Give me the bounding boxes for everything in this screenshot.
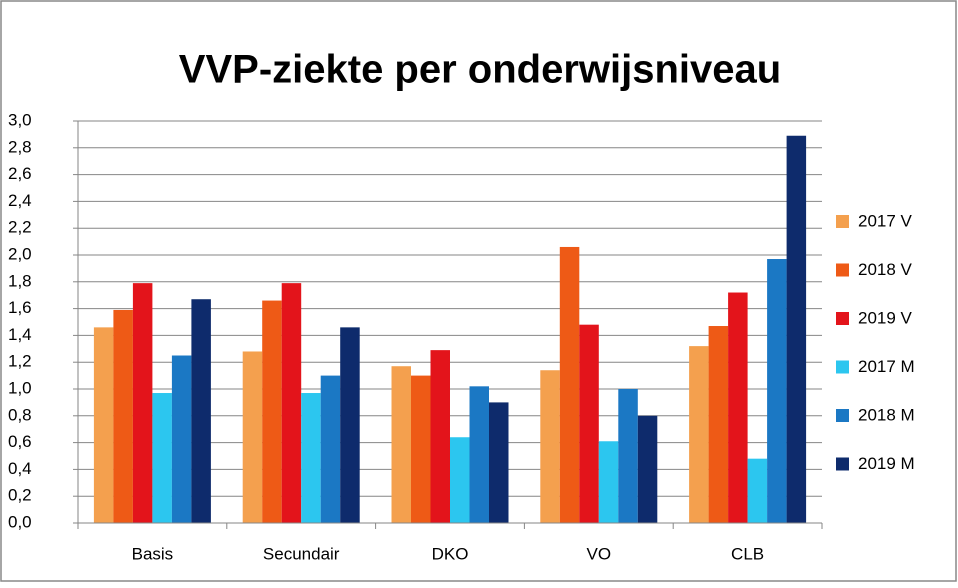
legend-label: 2017 M <box>858 357 915 376</box>
bar <box>391 366 411 523</box>
bar <box>171 355 192 523</box>
x-tick-label: Basis <box>132 544 174 563</box>
y-tick-label: 3,0 <box>8 110 32 129</box>
y-tick-label: 1,0 <box>8 378 32 397</box>
bar <box>489 402 509 523</box>
y-tick-label: 0,0 <box>8 512 32 531</box>
bar <box>767 259 787 523</box>
bar <box>618 389 638 523</box>
x-tick-label: DKO <box>432 544 469 563</box>
legend-swatch <box>836 263 849 277</box>
bar <box>786 135 807 524</box>
bar <box>340 327 360 523</box>
legend-label: 2018 V <box>858 260 913 279</box>
bar <box>411 375 431 523</box>
bar <box>540 370 560 523</box>
y-tick-label: 0,6 <box>8 432 32 451</box>
x-tick-label: VO <box>587 544 612 563</box>
legend-swatch <box>836 312 849 325</box>
bar <box>320 375 341 523</box>
bar <box>637 415 658 523</box>
legend-swatch <box>836 360 849 374</box>
y-tick-label: 2,2 <box>8 218 32 237</box>
bar <box>579 324 599 523</box>
bar <box>93 327 114 523</box>
bar <box>113 309 133 523</box>
bar <box>152 393 172 523</box>
bar <box>469 386 489 523</box>
bar <box>708 326 729 523</box>
y-tick-label: 1,4 <box>8 325 32 344</box>
bar <box>191 299 211 523</box>
y-tick-label: 1,8 <box>8 271 32 290</box>
y-tick-label: 0,8 <box>8 405 32 424</box>
y-tick-label: 0,2 <box>8 486 32 505</box>
legend-swatch <box>836 215 849 228</box>
bar <box>132 283 153 523</box>
bar <box>301 393 321 523</box>
bar <box>747 458 768 523</box>
legend-label: 2018 M <box>858 405 915 424</box>
bar <box>689 346 709 523</box>
bar <box>262 300 282 523</box>
x-tick-label: Secundair <box>263 544 340 563</box>
x-tick-label: CLB <box>731 544 764 563</box>
legend-label: 2019 M <box>858 454 915 473</box>
bar <box>450 437 470 523</box>
y-tick-label: 2,8 <box>8 137 32 156</box>
bar <box>598 441 619 523</box>
bar <box>242 351 263 523</box>
bar <box>281 283 302 523</box>
y-tick-label: 2,0 <box>8 244 32 263</box>
chart-title: VVP-ziekte per onderwijsniveau <box>179 48 781 92</box>
legend-label: 2019 V <box>858 308 913 327</box>
y-tick-label: 1,6 <box>8 298 32 317</box>
legend-swatch <box>836 457 849 471</box>
y-tick-label: 2,6 <box>8 164 32 183</box>
bar <box>559 246 580 523</box>
y-tick-label: 2,4 <box>8 191 32 210</box>
bar <box>728 292 748 523</box>
y-tick-label: 0,4 <box>8 459 32 478</box>
legend-swatch <box>836 409 849 422</box>
legend-label: 2017 V <box>858 211 913 230</box>
bar <box>430 350 450 523</box>
y-tick-label: 1,2 <box>8 352 32 371</box>
